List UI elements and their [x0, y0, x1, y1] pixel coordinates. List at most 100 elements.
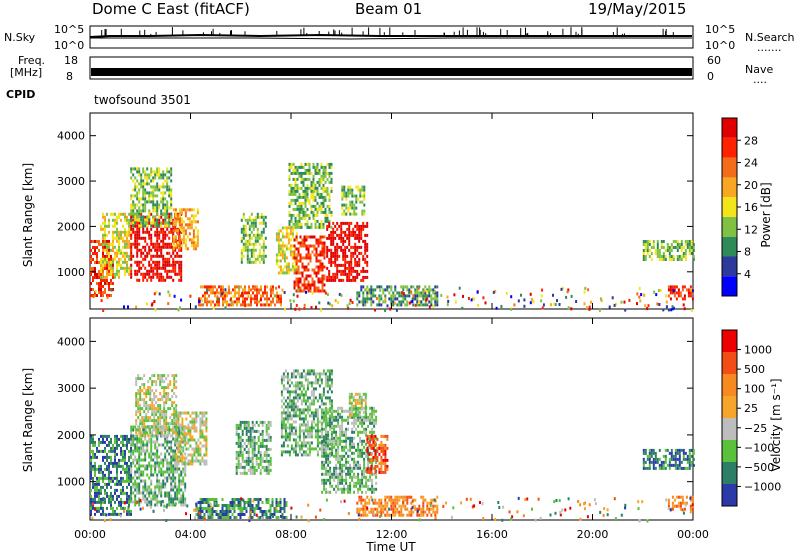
heatmap-cell [112, 248, 114, 252]
heatmap-cell [300, 399, 303, 403]
heatmap-cell [136, 434, 139, 438]
heatmap-cell [182, 449, 185, 453]
heatmap-cell [326, 245, 329, 249]
heatmap-cell [138, 452, 141, 456]
heatmap-cell [194, 247, 197, 251]
heatmap-cell [307, 274, 310, 278]
heatmap-cell [253, 438, 256, 442]
heatmap-cell [277, 253, 280, 257]
scatter-cell [303, 303, 306, 307]
heatmap-cell [152, 176, 155, 180]
heatmap-cell [90, 464, 92, 468]
heatmap-cell [674, 246, 677, 249]
heatmap-cell [132, 206, 135, 210]
heatmap-cell [118, 260, 120, 264]
heatmap-cell [240, 218, 243, 222]
scatter-cell [458, 286, 461, 290]
heatmap-cell [174, 223, 177, 227]
heatmap-cell [160, 248, 163, 252]
heatmap-cell [298, 429, 301, 433]
heatmap-cell [165, 398, 168, 402]
heatmap-cell [116, 461, 118, 465]
heatmap-cell [160, 212, 163, 216]
heatmap-cell [192, 241, 195, 245]
heatmap-cell [168, 269, 171, 273]
heatmap-cell [293, 253, 296, 257]
heatmap-cell [332, 278, 335, 282]
heatmap-cell [120, 434, 122, 438]
heatmap-cell [362, 303, 365, 307]
heatmap-cell [669, 291, 672, 295]
heatmap-cell [114, 254, 116, 258]
heatmap-cell [178, 485, 181, 489]
heatmap-cell [324, 198, 327, 202]
heatmap-cell [279, 271, 282, 275]
heatmap-cell [160, 215, 163, 219]
heatmap-cell [150, 455, 153, 459]
heatmap-cell [151, 410, 154, 414]
scatter-cell [510, 307, 513, 311]
heatmap-cell [294, 381, 297, 385]
heatmap-cell [141, 431, 144, 435]
heatmap-cell [180, 269, 183, 273]
heatmap-cell [253, 468, 256, 472]
heatmap-cell [172, 449, 175, 453]
heatmap-cell [160, 173, 163, 177]
heatmap-cell [358, 300, 361, 304]
heatmap-cell [132, 452, 135, 456]
heatmap-cell [96, 455, 98, 459]
heatmap-cell [313, 286, 316, 290]
heatmap-cell [176, 241, 179, 245]
heatmap-cell [298, 408, 301, 412]
heatmap-cell [321, 250, 324, 254]
heatmap-cell [277, 271, 280, 275]
heatmap-cell [319, 289, 322, 293]
heatmap-cell [344, 257, 347, 261]
heatmap-cell [324, 171, 327, 175]
heatmap-cell [247, 501, 250, 504]
heatmap-cell [170, 443, 173, 447]
heatmap-cell [277, 250, 280, 254]
heatmap-cell [294, 444, 297, 448]
heatmap-cell [368, 297, 371, 301]
heatmap-cell [201, 501, 204, 504]
heatmap-cell [178, 428, 181, 432]
heatmap-cell [294, 225, 297, 229]
heatmap-cell [150, 233, 153, 237]
heatmap-cell [178, 278, 181, 282]
heatmap-cell [114, 434, 116, 438]
heatmap-cell [318, 372, 321, 376]
heatmap-cell [172, 229, 175, 233]
heatmap-cell [292, 405, 295, 409]
heatmap-cell [237, 450, 240, 454]
heatmap-cell [312, 372, 315, 376]
heatmap-cell [229, 504, 232, 507]
heatmap-cell [138, 221, 141, 225]
heatmap-cell [182, 241, 185, 245]
heatmap-cell [288, 222, 291, 226]
heatmap-cell [151, 374, 154, 378]
heatmap-cell [420, 303, 423, 307]
heatmap-cell [287, 226, 290, 230]
heatmap-cell [290, 390, 293, 394]
heatmap-cell [180, 208, 183, 212]
scatter-cell [229, 298, 232, 302]
heatmap-cell [193, 438, 196, 442]
scatter-cell [296, 294, 299, 298]
heatmap-cell [302, 189, 305, 193]
heatmap-cell [294, 402, 297, 406]
heatmap-cell [165, 395, 168, 399]
heatmap-cell [96, 485, 98, 489]
heatmap-cell [145, 389, 148, 393]
scatter-cell [467, 297, 470, 300]
heatmap-cell [90, 488, 92, 492]
heatmap-cell [299, 235, 302, 239]
heatmap-cell [282, 387, 285, 391]
heatmap-cell [206, 300, 208, 304]
heatmap-cell [108, 288, 110, 291]
heatmap-cell [673, 285, 676, 289]
heatmap-cell [311, 277, 314, 281]
heatmap-cell [122, 434, 124, 438]
heatmap-cell [106, 437, 108, 441]
heatmap-cell [303, 256, 306, 260]
